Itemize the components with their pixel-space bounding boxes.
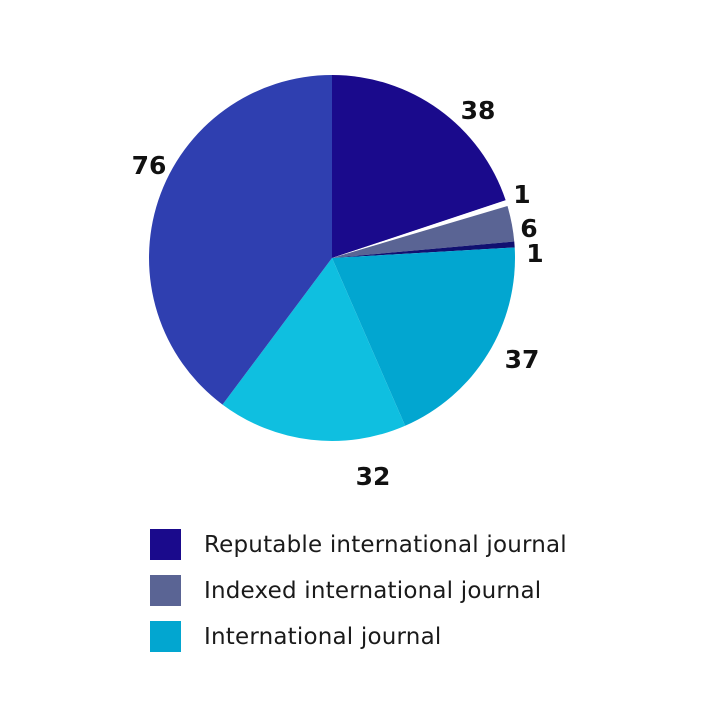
- pie-slice: [332, 75, 506, 258]
- slice-value-label: 37: [505, 345, 540, 374]
- legend: Reputable international journal Indexed …: [150, 528, 567, 666]
- legend-swatch: [150, 529, 181, 560]
- legend-item-international: International journal: [150, 620, 567, 653]
- pie-slice: [332, 241, 515, 258]
- slice-value-label: 32: [356, 462, 391, 491]
- slice-value-label: 38: [461, 96, 496, 125]
- legend-swatch: [150, 621, 181, 652]
- pie-slice: [149, 75, 332, 405]
- pie-slice: [332, 206, 515, 258]
- pie-slice: [332, 200, 508, 258]
- pie-slice: [332, 247, 516, 426]
- legend-item-indexed: Indexed international journal: [150, 574, 567, 607]
- pie-slice: [222, 258, 406, 442]
- slice-value-label: 1: [513, 180, 530, 209]
- legend-swatch: [150, 575, 181, 606]
- slice-value-label: 1: [526, 239, 543, 268]
- legend-label: Indexed international journal: [204, 577, 542, 604]
- legend-label: International journal: [204, 623, 442, 650]
- slice-value-label: 6: [520, 214, 537, 243]
- legend-label: Reputable international journal: [204, 531, 567, 558]
- legend-item-reputable: Reputable international journal: [150, 528, 567, 561]
- slice-value-label: 76: [132, 151, 167, 180]
